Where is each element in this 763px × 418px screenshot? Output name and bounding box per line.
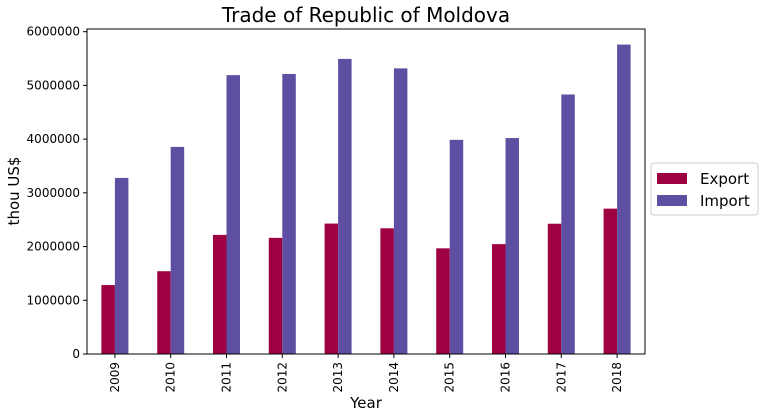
y-tick-label: 3000000 bbox=[27, 186, 80, 200]
bars-group bbox=[101, 44, 631, 355]
bar-import-2014 bbox=[393, 68, 408, 354]
x-tick-label: 2015 bbox=[443, 362, 457, 393]
x-tick-label: 2010 bbox=[164, 362, 178, 393]
bar-export-2012 bbox=[268, 237, 283, 354]
bar-export-2016 bbox=[492, 244, 506, 354]
x-tick-label: 2012 bbox=[275, 362, 289, 393]
x-tick-label: 2016 bbox=[499, 362, 513, 393]
x-tick-label: 2017 bbox=[554, 362, 568, 393]
bar-export-2017 bbox=[547, 223, 562, 354]
y-axis-label: thou US$ bbox=[5, 157, 23, 226]
y-tick-label: 5000000 bbox=[27, 78, 80, 92]
bar-import-2013 bbox=[338, 58, 352, 355]
y-tick-label: 1000000 bbox=[27, 293, 80, 307]
bar-export-2009 bbox=[101, 285, 115, 354]
bar-export-2015 bbox=[436, 248, 450, 354]
bar-import-2017 bbox=[561, 94, 575, 354]
bar-export-2018 bbox=[603, 208, 618, 354]
bar-import-2012 bbox=[282, 73, 296, 355]
legend-swatch-export bbox=[657, 173, 687, 184]
legend-label-import: Import bbox=[700, 192, 750, 210]
legend: Export Import bbox=[650, 162, 759, 216]
bar-export-2010 bbox=[157, 271, 171, 354]
chart-title: Trade of Republic of Moldova bbox=[221, 3, 510, 27]
plot-frame bbox=[86, 28, 646, 355]
bar-export-2013 bbox=[324, 223, 339, 354]
bar-import-2018 bbox=[617, 44, 631, 354]
bar-import-2015 bbox=[449, 139, 464, 354]
bar-import-2011 bbox=[226, 75, 240, 354]
y-tick-label: 0 bbox=[72, 347, 80, 361]
y-tick-label: 4000000 bbox=[27, 132, 80, 146]
x-axis: 2009 2010 2011 2012 2013 2014 2015 2016 2017 2018 bbox=[108, 354, 624, 393]
x-tick-label: 2011 bbox=[220, 362, 234, 393]
bar-export-2011 bbox=[213, 234, 227, 354]
y-axis: 0 1000000 2000000 3000000 4000000 5000000 6000… bbox=[27, 25, 87, 361]
x-tick-label: 2014 bbox=[387, 362, 401, 393]
x-tick-label: 2013 bbox=[331, 362, 345, 393]
x-axis-label: Year bbox=[349, 394, 383, 412]
legend-label-export: Export bbox=[700, 170, 749, 188]
bar-import-2010 bbox=[170, 146, 185, 354]
bar-import-2016 bbox=[505, 138, 519, 354]
x-tick-label: 2009 bbox=[108, 362, 122, 393]
legend-swatch-import bbox=[657, 195, 687, 206]
y-tick-label: 6000000 bbox=[27, 25, 80, 39]
bar-import-2009 bbox=[114, 177, 129, 354]
x-tick-label: 2018 bbox=[610, 362, 624, 393]
bar-export-2014 bbox=[380, 228, 394, 354]
y-tick-label: 2000000 bbox=[27, 240, 80, 254]
